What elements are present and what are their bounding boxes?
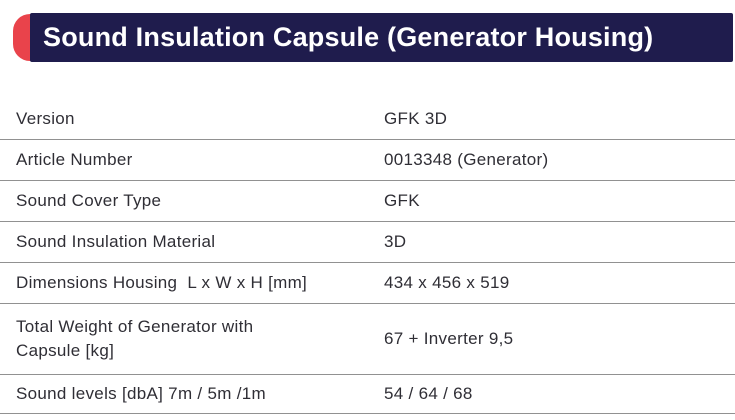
row-label: Total Weight of Generator with Capsule [… bbox=[16, 317, 254, 360]
row-label: Sound Cover Type bbox=[16, 191, 162, 210]
row-value: 54 / 64 / 68 bbox=[384, 384, 473, 403]
row-label: Article Number bbox=[16, 150, 133, 169]
table-row: Sound Insulation Material 3D bbox=[0, 222, 735, 263]
row-value: 0013348 (Generator) bbox=[384, 150, 549, 169]
row-label: Version bbox=[16, 109, 75, 128]
row-label: Sound levels [dbA] 7m / 5m /1m bbox=[16, 384, 266, 403]
row-value: 3D bbox=[384, 232, 407, 251]
spec-table: Version GFK 3D Article Number 0013348 (G… bbox=[0, 99, 735, 414]
page-title: Sound Insulation Capsule (Generator Hous… bbox=[43, 22, 654, 52]
row-value: GFK 3D bbox=[384, 109, 448, 128]
row-label: Dimensions Housing L x W x H [mm] bbox=[16, 273, 308, 292]
table-row: Total Weight of Generator with Capsule [… bbox=[0, 304, 735, 375]
row-value: GFK bbox=[384, 191, 420, 210]
header-bar: Sound Insulation Capsule (Generator Hous… bbox=[30, 13, 733, 62]
row-value: 67 + Inverter 9,5 bbox=[384, 329, 514, 348]
table-row: Article Number 0013348 (Generator) bbox=[0, 140, 735, 181]
table-row: Dimensions Housing L x W x H [mm] 434 x … bbox=[0, 263, 735, 304]
row-label: Sound Insulation Material bbox=[16, 232, 216, 251]
table-row: Sound levels [dbA] 7m / 5m /1m 54 / 64 /… bbox=[0, 375, 735, 414]
row-value: 434 x 456 x 519 bbox=[384, 273, 510, 292]
section-header: Sound Insulation Capsule (Generator Hous… bbox=[13, 13, 733, 62]
table-row: Version GFK 3D bbox=[0, 99, 735, 140]
table-row: Sound Cover Type GFK bbox=[0, 181, 735, 222]
